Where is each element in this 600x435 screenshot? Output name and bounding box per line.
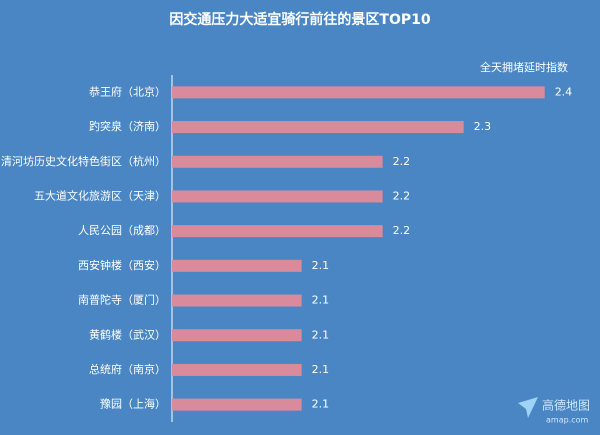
- value-label: 2.1: [312, 328, 330, 341]
- bar: [172, 225, 383, 238]
- value-label: 2.3: [474, 120, 492, 133]
- value-label: 2.4: [555, 85, 573, 98]
- value-label: 2.1: [312, 294, 330, 307]
- y-tick-label: 南普陀寺（厦门）: [78, 293, 166, 307]
- value-label: 2.2: [393, 189, 411, 202]
- bar: [172, 363, 302, 376]
- y-tick-label: 黄鹤楼（武汉）: [89, 327, 166, 341]
- logo-name: 高德地图: [542, 398, 590, 413]
- bar: [172, 398, 302, 411]
- bar: [172, 259, 302, 272]
- bar: [172, 190, 383, 203]
- bar: [172, 155, 383, 168]
- logo-url: amap.com: [546, 416, 589, 425]
- value-label: 2.2: [393, 224, 411, 237]
- y-tick-label: 总统府（南京）: [89, 362, 166, 376]
- y-tick-label: 西安钟楼（西安）: [78, 258, 166, 272]
- bar: [172, 294, 302, 307]
- y-tick-label: 趵突泉（济南）: [89, 119, 166, 133]
- value-label: 2.1: [312, 363, 330, 376]
- axis-label: 全天拥堵延时指数: [480, 60, 568, 74]
- y-tick-label: 五大道文化旅游区（天津）: [34, 188, 166, 202]
- y-tick-label: 恭王府（北京）: [89, 84, 166, 98]
- y-tick-label: 清河坊历史文化特色街区（杭州）: [1, 154, 166, 168]
- chart-title: 因交通压力大适宜骑行前往的景区TOP10: [169, 11, 430, 28]
- y-tick-label: 豫园（上海）: [100, 397, 166, 411]
- value-label: 2.1: [312, 398, 330, 411]
- value-label: 2.2: [393, 155, 411, 168]
- bar: [172, 329, 302, 342]
- bar: [172, 121, 464, 134]
- logo-icon: [518, 397, 538, 418]
- value-label: 2.1: [312, 259, 330, 272]
- y-tick-label: 人民公园（成都）: [78, 224, 166, 237]
- bar: [172, 86, 545, 99]
- logo: 高德地图 amap.com: [518, 397, 590, 425]
